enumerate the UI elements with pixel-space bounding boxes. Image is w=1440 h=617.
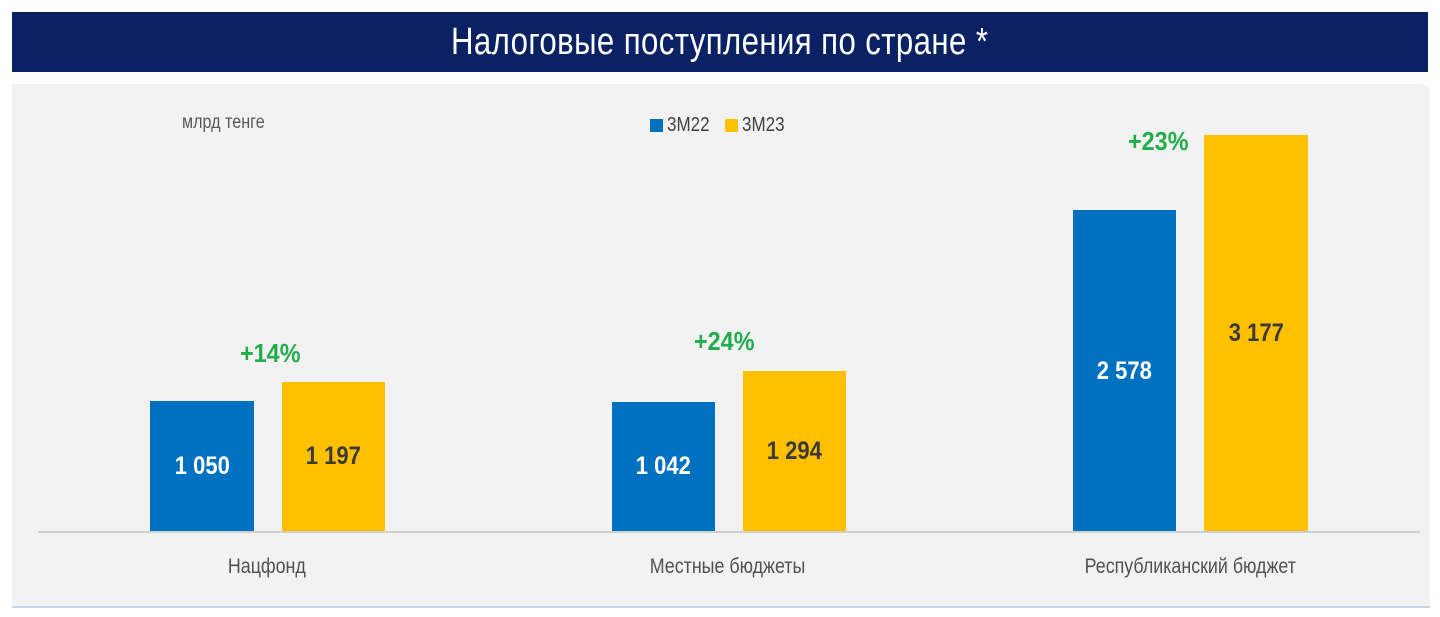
legend-swatch-yellow <box>725 119 739 132</box>
category-natsfond: Нацфонд <box>228 555 306 578</box>
bar-local-3m23: 1 294 <box>743 371 846 531</box>
growth-label-republican: +23% <box>1128 126 1189 156</box>
bar-natsfond-3m22: 1 050 <box>150 401 254 531</box>
growth-label-natsfond: +14% <box>240 338 301 368</box>
x-axis-baseline <box>38 531 1420 533</box>
value-label: 3 177 <box>1228 318 1284 347</box>
legend: 3М22 3М23 <box>650 114 792 137</box>
bar-republican-3m22: 2 578 <box>1073 210 1176 531</box>
legend-item-3m23: 3М23 <box>725 114 792 137</box>
value-label: 1 197 <box>305 442 362 470</box>
growth-label-local: +24% <box>694 326 755 356</box>
bar-natsfond-3m23: 1 197 <box>282 382 385 531</box>
category-local: Местные бюджеты <box>650 555 806 578</box>
unit-label: млрд тенге <box>182 112 265 133</box>
legend-item-3m22: 3М22 <box>650 114 717 137</box>
value-label: 1 050 <box>174 451 230 480</box>
value-label: 1 042 <box>635 452 692 480</box>
category-republican: Республиканский бюджет <box>1084 555 1296 578</box>
legend-swatch-blue <box>650 119 663 132</box>
bar-republican-3m23: 3 177 <box>1204 135 1308 531</box>
value-label: 2 578 <box>1096 357 1153 385</box>
value-label: 1 294 <box>766 436 823 465</box>
bar-local-3m22: 1 042 <box>612 402 715 531</box>
page-title: Налоговые поступления по стране * <box>451 20 989 63</box>
title-bar: Налоговые поступления по стране * <box>12 12 1428 72</box>
